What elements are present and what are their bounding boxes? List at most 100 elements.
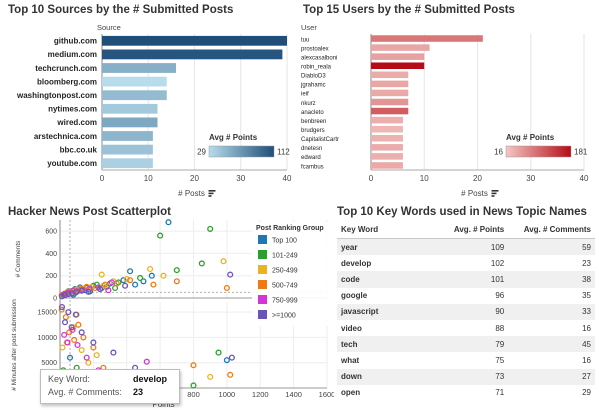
legend-label: 500-749	[272, 283, 298, 290]
scatter-point	[78, 329, 85, 336]
sources-bar	[102, 90, 167, 101]
scatter-point	[72, 289, 79, 296]
scatter-point	[97, 286, 104, 293]
scatter-point	[65, 309, 72, 316]
scatter-point	[160, 272, 167, 279]
scatter-point	[58, 304, 66, 311]
sources-bar	[102, 158, 153, 169]
keywords-title: Top 10 Key Words used in News Topic Name…	[337, 206, 587, 218]
cell-avg-comments: 45	[508, 336, 595, 353]
table-row[interactable]: open 71 29	[337, 385, 595, 401]
scatter-point	[220, 258, 227, 265]
cell-avg-points: 88	[495, 323, 505, 333]
sources-tick-label: 40	[283, 174, 292, 183]
users-bar	[371, 80, 409, 88]
col-key-word[interactable]: Key Word	[337, 221, 441, 239]
users-bar	[371, 162, 403, 169]
table-row[interactable]: tech 79 45	[337, 336, 595, 353]
table-row[interactable]: google 96 35	[337, 288, 595, 304]
cell-key-word: code	[337, 271, 441, 288]
tooltip-keyword-label: Key Word:	[48, 374, 90, 384]
users-bar-chart[interactable]: User 0 10 20 30 40 tuu prostoalex alexcasalboni r…	[296, 20, 599, 200]
table-row[interactable]: video 88 16	[337, 320, 595, 336]
sources-bar	[102, 103, 158, 114]
table-row[interactable]: develop 102 23	[337, 255, 595, 271]
sources-tick-label: 0	[100, 174, 105, 183]
sources-tick-label: 10	[144, 174, 153, 183]
cell-avg-points: 90	[441, 303, 509, 320]
users-legend-max: 181	[574, 148, 588, 157]
users-bar	[371, 53, 425, 60]
cell-key-word: down	[337, 368, 441, 385]
sources-category-label: bbc.co.uk	[60, 145, 98, 154]
sources-bar	[102, 144, 153, 155]
scatter-y-tick-top: 0	[53, 296, 57, 303]
scatter-point	[127, 277, 134, 284]
users-category-label: DiabloD3	[301, 74, 326, 80]
users-bar	[371, 107, 409, 115]
users-legend-gradient	[505, 145, 572, 158]
scatter-point	[150, 281, 157, 288]
cell-avg-points: 73	[441, 368, 509, 385]
table-row[interactable]: javascript 90 33	[337, 303, 595, 320]
users-category-label: dnetesn	[301, 146, 322, 152]
scatter-point	[148, 272, 155, 279]
sources-legend-max: 112	[277, 148, 290, 157]
users-bar	[371, 116, 403, 124]
users-x-axis-title: # Posts	[461, 189, 488, 198]
sort-icon-bar	[208, 195, 212, 197]
users-title: Top 15 Users by the # Submitted Posts	[303, 4, 515, 16]
users-tick-label: 0	[369, 174, 374, 183]
users-bar	[371, 135, 403, 142]
cell-key-word: google	[341, 291, 368, 301]
users-bar	[371, 89, 409, 97]
users-bar	[371, 125, 403, 133]
scatter-point	[110, 349, 117, 356]
scatter-y-tick-top: 400	[45, 251, 57, 258]
legend-swatch	[258, 280, 267, 289]
cell-avg-points: 109	[441, 238, 509, 256]
users-category-label: edward	[301, 155, 321, 161]
cell-avg-comments: 33	[508, 303, 595, 320]
sources-bar	[102, 76, 167, 87]
scatter-point	[122, 282, 129, 289]
scatter-point	[140, 278, 147, 285]
scatter-point	[66, 354, 74, 361]
users-category-label: fcambus	[301, 164, 324, 170]
sources-category-label: wired.com	[56, 118, 97, 127]
legend-swatch	[258, 295, 267, 304]
sources-title: Top 10 Sources by the # Submitted Posts	[8, 4, 234, 16]
keywords-table: Key Word Avg. # Points Avg. # Comments y…	[337, 221, 595, 401]
sources-legend-min: 29	[197, 148, 206, 157]
sources-bar	[102, 131, 153, 141]
users-category-label: robin_reala	[301, 65, 332, 71]
users-category-label: CapitalistCartr	[301, 137, 339, 143]
scatter-point	[157, 232, 164, 239]
scatter-point	[198, 260, 205, 267]
cell-key-word: year	[337, 238, 441, 256]
users-category-label: prostoalex	[301, 46, 329, 52]
cell-avg-comments: 16	[582, 355, 591, 365]
sources-legend-title: Avg # Points	[209, 133, 258, 142]
users-tick-label: 10	[420, 174, 429, 183]
sort-icon-bar	[491, 195, 495, 197]
table-row[interactable]: what 75 16	[337, 352, 595, 368]
cell-key-word: open	[341, 388, 361, 398]
scatter-y-tick-top: 600	[45, 229, 57, 236]
scatter-point	[65, 291, 72, 298]
users-bar	[371, 44, 430, 51]
table-row[interactable]: down 73 27	[337, 368, 595, 385]
scatter-point	[223, 284, 230, 292]
sort-icon	[208, 190, 216, 197]
sort-icon-bar	[208, 192, 214, 195]
col-avg-comments[interactable]: Avg. # Comments	[508, 221, 595, 239]
scatter-point	[72, 311, 79, 318]
scatter-point	[127, 268, 134, 275]
sources-category-label: bloomberg.com	[37, 77, 97, 86]
scatter-point	[190, 382, 197, 389]
table-row[interactable]: year 109 59	[337, 238, 595, 256]
table-row[interactable]: code 101 38	[337, 271, 595, 288]
users-tick-label: 20	[473, 174, 482, 183]
sources-bar-chart[interactable]: Source 0 10 20 30 40 github.com medium.com techc…	[0, 20, 300, 200]
col-avg-points[interactable]: Avg. # Points	[441, 221, 509, 239]
